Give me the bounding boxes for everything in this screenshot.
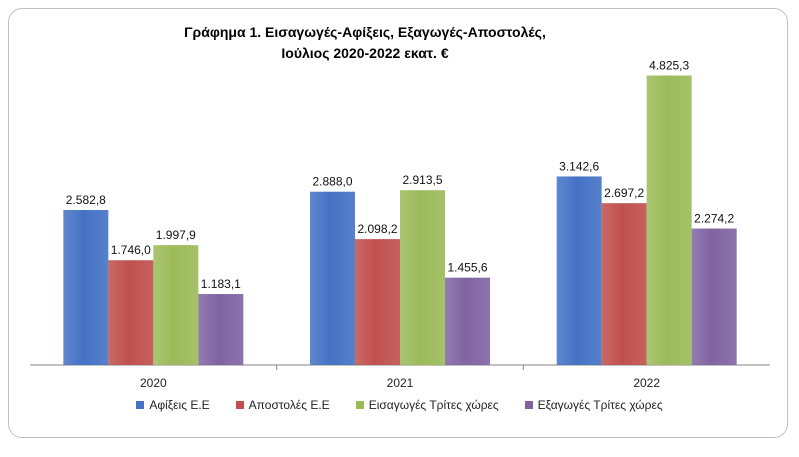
legend-label: Αφίξεις Ε.Ε [149,398,210,412]
data-label: 2.888,0 [312,175,352,189]
bar [691,228,737,365]
x-tick-label: 2020 [140,376,167,390]
data-label: 2.697,2 [604,186,644,200]
legend-swatch [355,401,364,409]
legend-swatch [136,401,145,409]
legend-label: Εισαγωγές Τρίτες χώρες [368,398,499,412]
bar [355,239,400,365]
bar [556,176,602,365]
chart-title-line-1: Γράφημα 1. Εισαγωγές-Αφίξεις, Εξαγωγές-Α… [184,24,546,40]
chart-title-line-2: Ιούλιος 2020-2022 εκατ. € [281,45,449,61]
bar [445,277,490,365]
data-label: 2.274,2 [694,212,734,226]
chart-title: Γράφημα 1. Εισαγωγές-Αφίξεις, Εξαγωγές-Α… [150,22,580,64]
bar [63,210,109,365]
data-label: 1.183,1 [201,277,241,291]
data-label: 3.142,6 [559,159,599,173]
legend-label: Εξαγωγές Τρίτες χώρες [537,398,663,412]
legend-item: Αποστολές Ε.Ε [235,398,330,412]
legend-item: Αφίξεις Ε.Ε [136,398,210,412]
data-label: 2.913,5 [402,173,442,187]
bar [400,190,445,365]
data-label: 4.825,3 [649,58,689,72]
legend-swatch [524,401,533,409]
data-label: 2.582,8 [66,193,106,207]
bar [108,260,154,365]
legend-item: Εισαγωγές Τρίτες χώρες [355,398,499,412]
bar [198,294,244,365]
chart-legend: Αφίξεις Ε.Ε Αποστολές Ε.Ε Εισαγωγές Τρίτες… [0,398,799,412]
legend-item: Εξαγωγές Τρίτες χώρες [524,398,663,412]
bar [310,191,355,365]
data-label: 1.997,9 [156,228,196,242]
legend-label: Αποστολές Ε.Ε [248,398,330,412]
x-tick-label: 2022 [633,376,660,390]
bar [646,75,692,366]
x-tick-label: 2021 [387,376,414,390]
data-label: 2.098,2 [357,222,397,236]
bar [601,203,647,365]
data-label: 1.746,0 [111,243,151,257]
bar [153,245,199,365]
data-label: 1.455,6 [447,261,487,275]
legend-swatch [235,401,244,409]
